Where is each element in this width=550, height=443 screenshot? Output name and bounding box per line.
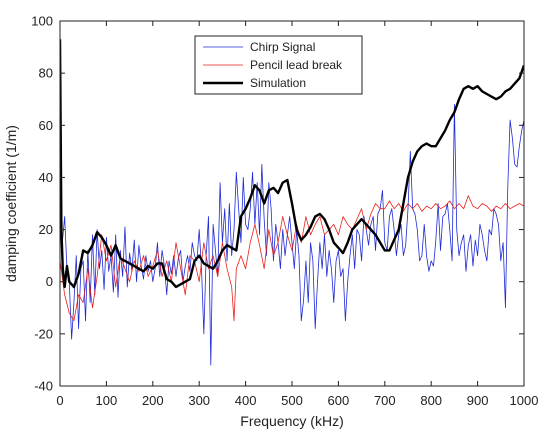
x-axis-title: Frequency (kHz) — [240, 413, 343, 429]
x-tick-label: 500 — [281, 393, 303, 408]
x-tick-label: 300 — [188, 393, 210, 408]
x-tick-label: 900 — [467, 393, 489, 408]
x-tick-label: 1000 — [510, 393, 539, 408]
x-tick-label: 400 — [235, 393, 257, 408]
y-axis: -40 -20 0 20 40 60 80 100 — [31, 14, 524, 394]
y-tick-label: 100 — [31, 14, 53, 29]
legend-label: Simulation — [250, 76, 306, 90]
series-line-chirp-signal — [60, 104, 524, 366]
y-tick-label: 20 — [39, 222, 53, 237]
x-tick-label: 0 — [56, 393, 63, 408]
x-tick-label: 800 — [420, 393, 442, 408]
legend-label: Chirp Signal — [250, 40, 315, 54]
series-layer — [60, 39, 524, 366]
y-axis-title: damping coefficient (1/m) — [3, 125, 19, 282]
y-tick-label: 0 — [46, 274, 53, 289]
y-tick-label: -20 — [34, 326, 53, 341]
y-tick-label: 60 — [39, 118, 53, 133]
x-tick-label: 700 — [374, 393, 396, 408]
x-tick-label: 100 — [96, 393, 118, 408]
y-tick-label: -40 — [34, 379, 53, 394]
y-tick-label: 80 — [39, 66, 53, 81]
legend-label: Pencil lead break — [250, 58, 343, 72]
x-tick-label: 200 — [142, 393, 164, 408]
y-tick-label: 40 — [39, 170, 53, 185]
x-axis: 0 100 200 300 400 500 600 700 800 900 1000 — [56, 21, 538, 408]
series-line-simulation — [60, 39, 524, 289]
x-tick-label: 600 — [328, 393, 350, 408]
legend: Chirp Signal Pencil lead break Simulation — [194, 35, 363, 95]
